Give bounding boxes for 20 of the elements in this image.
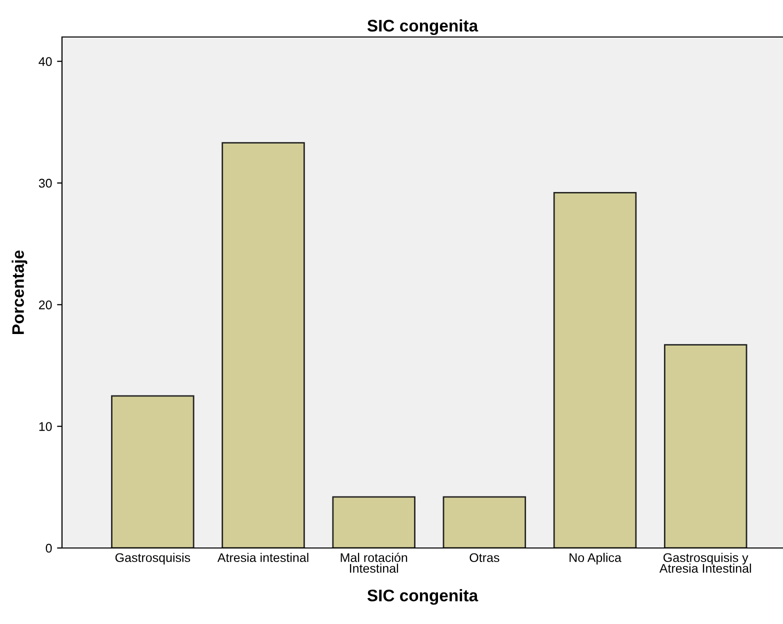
y-tick-label: 0 <box>46 544 52 553</box>
bar <box>222 142 305 548</box>
x-tick-label: Atresia intestinal <box>217 552 308 562</box>
y-tick-label: 10 <box>39 422 52 431</box>
y-tick-label: 40 <box>38 57 52 66</box>
x-tick-label: Gastrosquisis y Atresia Intestinal <box>659 552 751 573</box>
x-axis-title: SIC congenita <box>367 589 478 605</box>
y-axis-title: Porcentaje <box>12 250 28 334</box>
chart-title: SIC congenita <box>367 19 478 35</box>
bar <box>553 192 637 548</box>
x-tick-label: Gastrosquisis <box>115 552 190 565</box>
x-tick-label: No Aplica <box>570 552 622 565</box>
bar <box>332 496 416 548</box>
y-tick-label: 20 <box>39 300 52 310</box>
bar <box>111 395 194 548</box>
bar <box>664 344 748 548</box>
x-tick-label: Otras <box>470 553 500 562</box>
bar <box>442 496 526 548</box>
x-tick-label: Mal rotación Intestinal <box>340 552 408 573</box>
y-tick-label: 30 <box>38 178 52 188</box>
